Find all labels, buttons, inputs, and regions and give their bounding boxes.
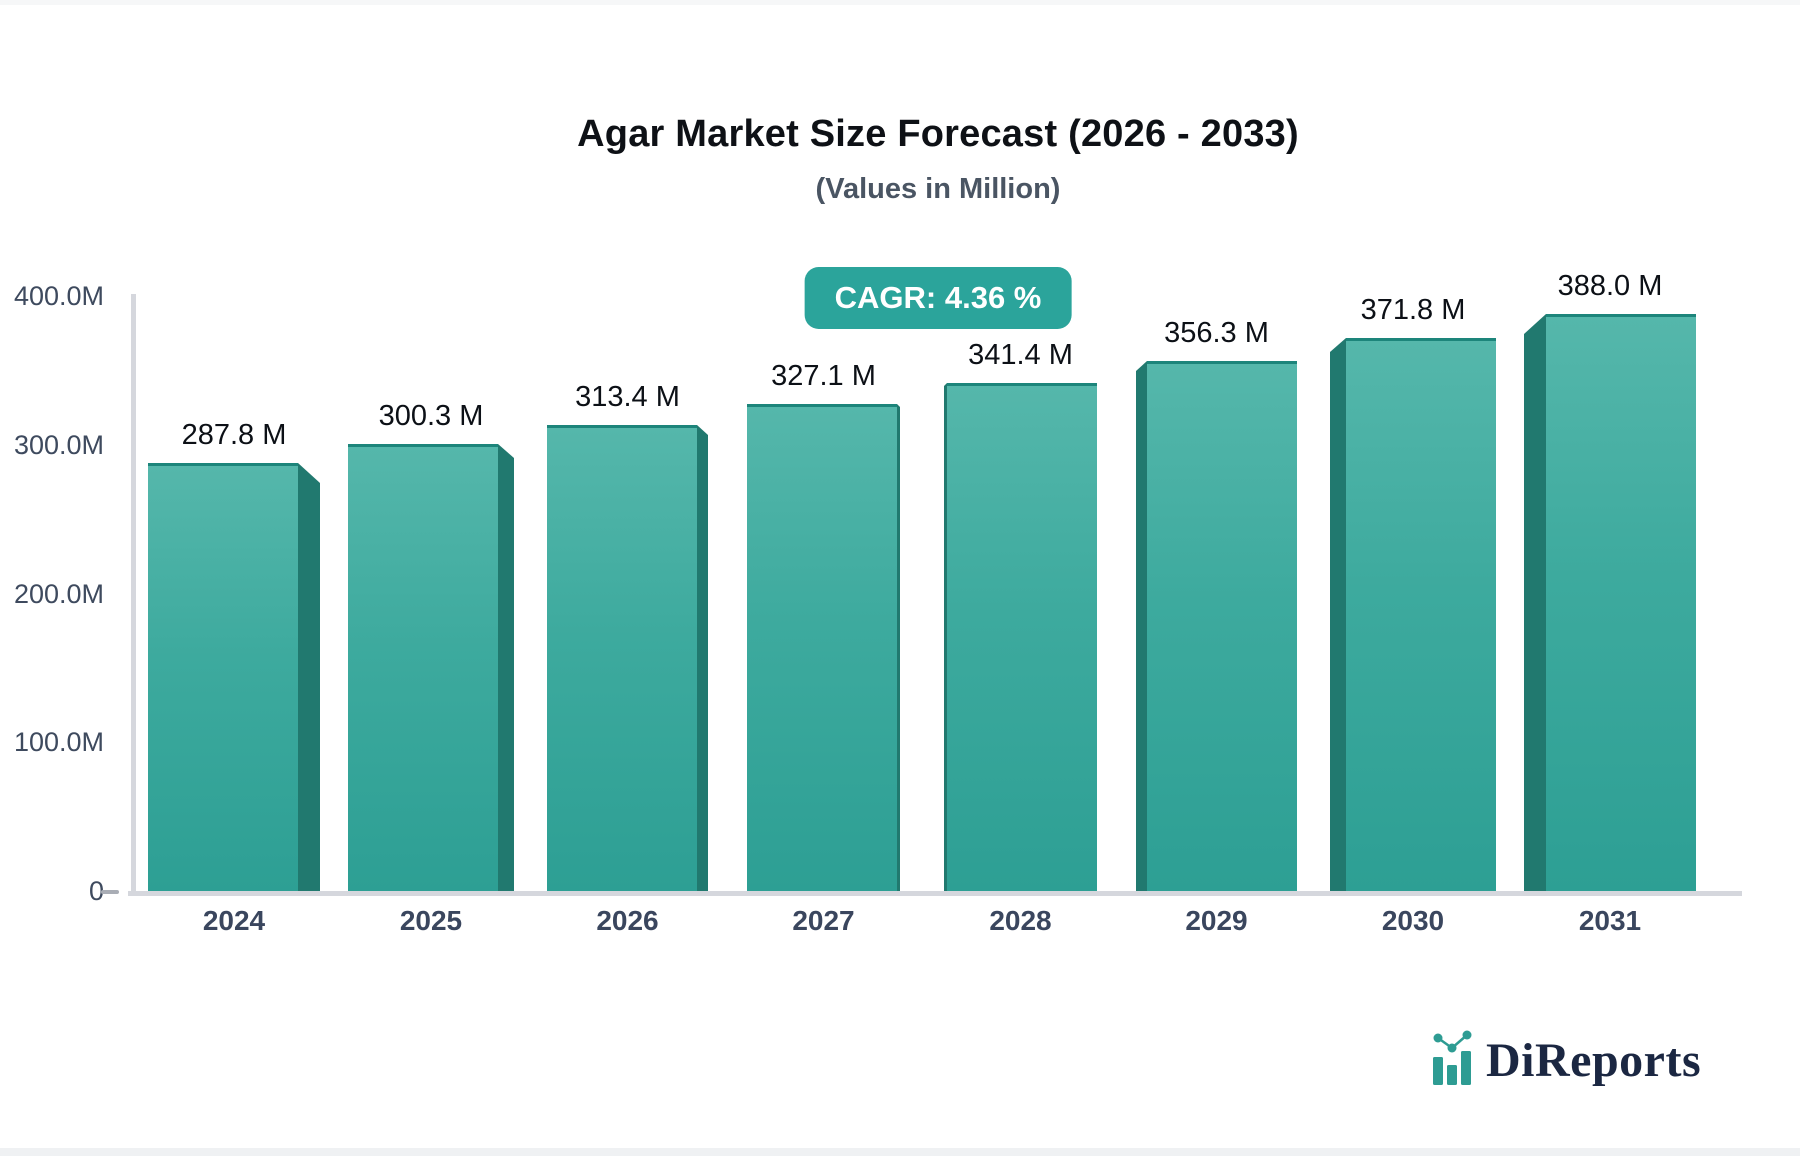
zero-tick-dash — [101, 890, 119, 894]
brand-logo: DiReports — [1430, 1027, 1701, 1085]
brand-name: DiReports — [1486, 1034, 1702, 1087]
bar-side-face — [1136, 361, 1147, 891]
bar-face — [1147, 361, 1297, 891]
bar-value-label: 313.4 M — [575, 381, 680, 413]
bar-value-label: 327.1 M — [771, 360, 876, 392]
bar-face — [1346, 338, 1496, 891]
y-tick-label: 300.0M — [13, 430, 104, 460]
bar-2030[interactable] — [1330, 338, 1496, 891]
bar-face — [747, 404, 897, 891]
x-tick-label: 2025 — [399, 905, 463, 936]
bar-face — [148, 463, 298, 891]
cagr-badge: CAGR: 4.36 % — [804, 267, 1072, 329]
y-tick-label: 400.0M — [13, 281, 104, 311]
bar-face — [348, 444, 498, 891]
bar-value-label: 341.4 M — [968, 339, 1073, 371]
bar-2026[interactable] — [547, 425, 708, 891]
y-tick-label: 0 — [88, 876, 104, 906]
bar-side-face — [498, 444, 514, 891]
bar-2027[interactable] — [747, 404, 900, 891]
bar-2029[interactable] — [1136, 361, 1297, 891]
y-tick-label: 100.0M — [13, 727, 104, 757]
chart-title: Agar Market Size Forecast (2026 - 2033) — [577, 113, 1299, 155]
bar-value-label: 371.8 M — [1360, 294, 1466, 326]
x-tick-label: 2026 — [596, 905, 659, 936]
bar-value-label: 300.3 M — [378, 400, 484, 432]
bar-face — [947, 383, 1097, 891]
x-tick-label: 2029 — [1185, 905, 1248, 936]
bar-side-face — [1330, 338, 1346, 891]
bar-2028[interactable] — [944, 383, 1097, 891]
bar-side-face — [697, 425, 708, 891]
x-tick-label: 2030 — [1381, 905, 1445, 936]
bar-side-face — [897, 404, 900, 891]
x-tick-label: 2028 — [989, 905, 1052, 936]
bar-value-label: 356.3 M — [1164, 317, 1269, 349]
bar-side-face — [944, 383, 947, 891]
bar-value-label: 287.8 M — [181, 419, 287, 451]
y-axis-line — [131, 294, 136, 893]
direports-logo-icon — [1433, 1030, 1472, 1085]
x-tick-label: 2027 — [792, 905, 855, 936]
x-axis-line — [128, 891, 1742, 896]
bar-face — [547, 425, 697, 891]
chart-subtitle: (Values in Million) — [815, 173, 1061, 205]
bar-2024[interactable] — [148, 463, 320, 891]
bar-2031[interactable] — [1524, 314, 1696, 891]
bar-side-face — [298, 463, 320, 891]
x-tick-label: 2031 — [1578, 905, 1642, 936]
x-tick-label: 2024 — [202, 905, 266, 936]
bar-value-label: 388.0 M — [1557, 270, 1663, 302]
y-tick-label: 200.0M — [13, 579, 104, 609]
bar-2025[interactable] — [348, 444, 514, 891]
bar-side-face — [1524, 314, 1546, 891]
bar-face — [1546, 314, 1696, 891]
